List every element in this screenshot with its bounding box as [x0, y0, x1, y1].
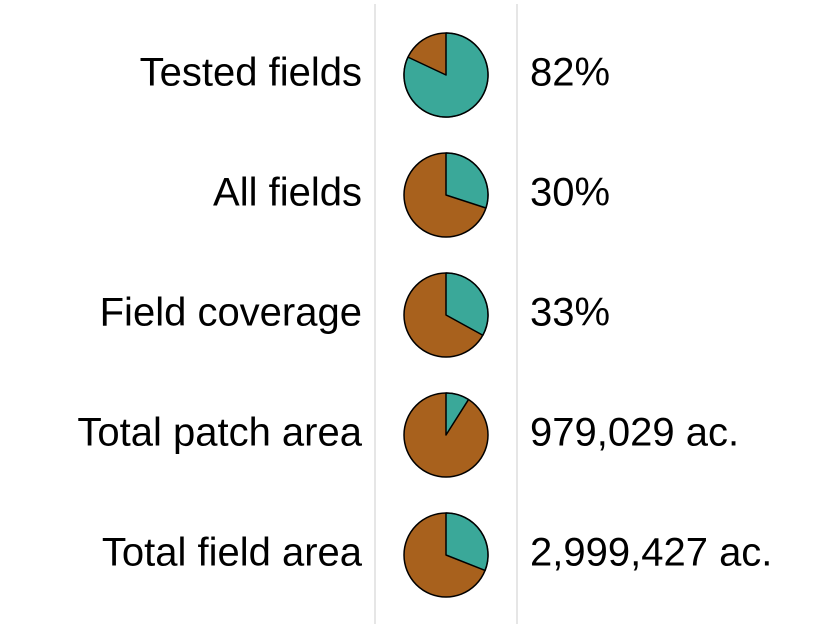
pie-slice [403, 32, 489, 118]
pie-slice [445, 512, 489, 572]
row-value: 82% [530, 51, 610, 95]
pie-slice [445, 392, 470, 436]
row-label: Total patch area [77, 411, 362, 455]
row-value: 30% [530, 171, 610, 215]
row-value: 2,999,427 ac. [530, 531, 772, 575]
row-label: Field coverage [100, 291, 362, 335]
row-label: Tested fields [140, 51, 362, 95]
row-value: 979,029 ac. [530, 411, 739, 455]
row-label: All fields [213, 171, 362, 215]
pie-slice [445, 272, 489, 336]
row-value: 33% [530, 291, 610, 335]
row-label: Total field area [102, 531, 363, 575]
pie-slice [445, 152, 489, 209]
